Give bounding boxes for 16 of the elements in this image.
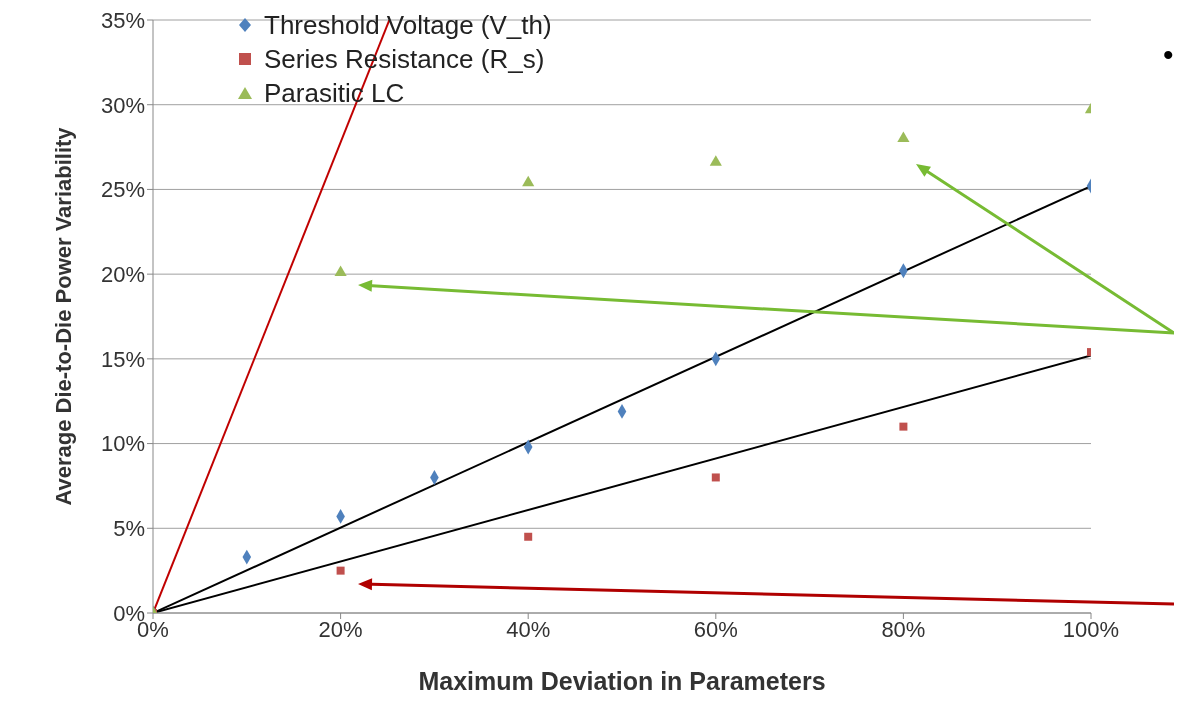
legend-label: Threshold Voltage (V_th) — [264, 9, 552, 42]
x-tick-label: 100% — [1062, 616, 1120, 642]
text: • — [1163, 38, 1174, 72]
x-tick-label: 20% — [318, 616, 363, 642]
y-tick-label: 10% — [100, 431, 145, 457]
y-tick-label: 5% — [113, 516, 145, 542]
y-axis-title: Average Die-to-Die Power Variability — [50, 126, 76, 506]
y-tick-label: 35% — [100, 7, 145, 33]
x-tick-label: 40% — [506, 616, 551, 642]
x-tick-label: 80% — [881, 616, 926, 642]
y-tick-label: 30% — [100, 92, 145, 118]
x-axis-title: Maximum Deviation in Parameters — [418, 667, 826, 695]
y-tick-label: 20% — [100, 261, 145, 287]
x-tick-label: 60% — [693, 616, 738, 642]
y-tick-label: 15% — [100, 346, 145, 372]
y-tick-label: 25% — [100, 177, 145, 203]
